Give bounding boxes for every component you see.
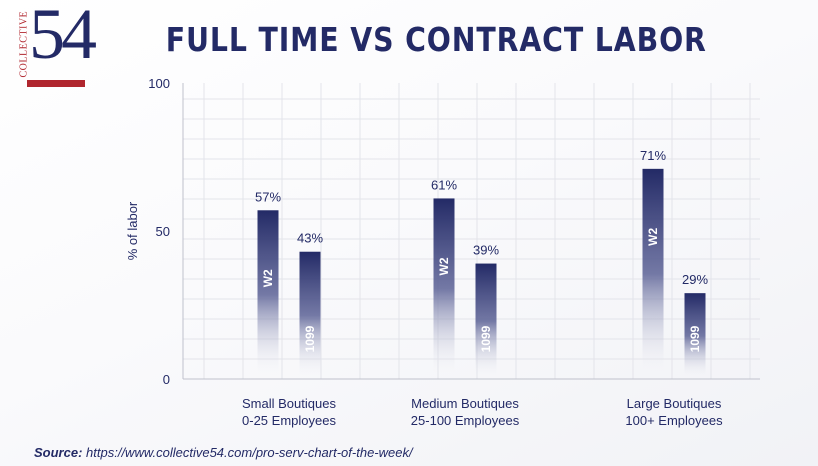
x-tick-label: 100+ Employees bbox=[625, 413, 723, 428]
chart-axes bbox=[182, 83, 760, 380]
x-tick-label: Large Boutiques bbox=[627, 396, 722, 411]
y-tick-label: 100 bbox=[148, 76, 170, 91]
bar-chart: 0 50 100 % of labor 57% W2 43% 1099 Small Boutiq… bbox=[125, 76, 760, 428]
bar-1099-1 bbox=[475, 263, 497, 379]
chart-labels: 0 50 100 % of labor 57% W2 43% 1099 Small Boutiq… bbox=[125, 76, 723, 428]
source-label: Source: bbox=[34, 445, 83, 460]
bar-series-label: W2 bbox=[646, 228, 660, 246]
source-url[interactable]: https://www.collective54.com/pro-serv-ch… bbox=[86, 445, 413, 460]
source-line: Source: https://www.collective54.com/pro… bbox=[34, 445, 413, 460]
data-label: 43% bbox=[297, 231, 323, 246]
data-label: 29% bbox=[682, 272, 708, 287]
bar-W2-0 bbox=[257, 210, 279, 379]
data-label: 71% bbox=[640, 148, 666, 163]
y-axis-label: % of labor bbox=[125, 201, 140, 260]
bar-series-label: 1099 bbox=[688, 325, 702, 352]
logo-number: 54 bbox=[29, 0, 97, 74]
bar-1099-0 bbox=[299, 251, 321, 379]
collective54-logo: COLLECTIVE 54 bbox=[18, 0, 97, 90]
chart-title: FULL TIME VS CONTRACT LABOR bbox=[165, 20, 707, 59]
x-tick-label: Medium Boutiques bbox=[411, 396, 519, 411]
x-tick-label: 0-25 Employees bbox=[242, 413, 336, 428]
bar-series-label: 1099 bbox=[303, 325, 317, 352]
chart-title-wrap: FULL TIME VS CONTRACT LABOR bbox=[62, 20, 765, 59]
bar-series-label: W2 bbox=[261, 269, 275, 287]
data-label: 57% bbox=[255, 189, 281, 204]
bar-1099-2 bbox=[684, 293, 706, 379]
bar-W2-1 bbox=[433, 198, 455, 379]
chart-grid bbox=[183, 83, 760, 379]
x-tick-label: 25-100 Employees bbox=[411, 413, 520, 428]
chart-bars bbox=[257, 168, 706, 379]
data-label: 61% bbox=[431, 177, 457, 192]
bar-series-label: W2 bbox=[437, 257, 451, 275]
logo-underline bbox=[27, 80, 85, 87]
y-tick-label: 50 bbox=[156, 224, 170, 239]
x-tick-label: Small Boutiques bbox=[242, 396, 336, 411]
data-label: 39% bbox=[473, 243, 499, 258]
bar-series-label: 1099 bbox=[479, 325, 493, 352]
y-tick-label: 0 bbox=[163, 372, 170, 387]
bar-W2-2 bbox=[642, 168, 664, 379]
